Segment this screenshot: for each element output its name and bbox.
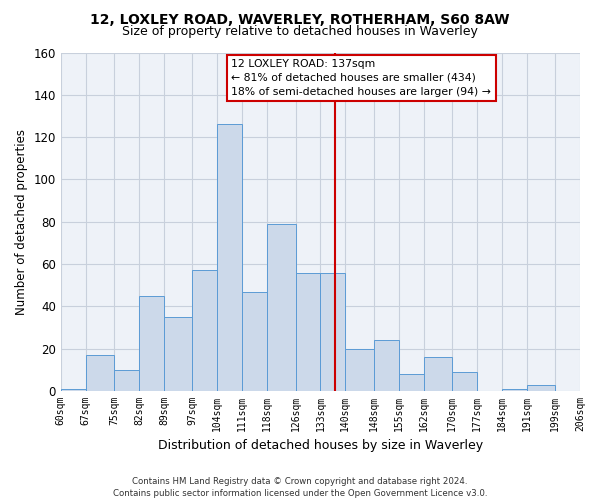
Bar (296, 272, 320, 391)
Bar (527, 384, 555, 391)
Bar (374, 340, 398, 391)
Bar (193, 270, 217, 391)
Bar (61, 389, 86, 391)
Text: Size of property relative to detached houses in Waverley: Size of property relative to detached ho… (122, 25, 478, 38)
Bar (242, 292, 267, 391)
Text: 12 LOXLEY ROAD: 137sqm
← 81% of detached houses are smaller (434)
18% of semi-de: 12 LOXLEY ROAD: 137sqm ← 81% of detached… (232, 59, 491, 97)
Bar (114, 370, 139, 391)
Bar (164, 317, 193, 391)
Bar (86, 355, 114, 391)
Bar (452, 372, 477, 391)
Bar (267, 224, 296, 391)
X-axis label: Distribution of detached houses by size in Waverley: Distribution of detached houses by size … (158, 440, 483, 452)
Bar (139, 296, 164, 391)
Bar (424, 357, 452, 391)
Bar (217, 124, 242, 391)
Bar (345, 348, 374, 391)
Text: Contains HM Land Registry data © Crown copyright and database right 2024.
Contai: Contains HM Land Registry data © Crown c… (113, 476, 487, 498)
Y-axis label: Number of detached properties: Number of detached properties (15, 129, 28, 315)
Text: 12, LOXLEY ROAD, WAVERLEY, ROTHERHAM, S60 8AW: 12, LOXLEY ROAD, WAVERLEY, ROTHERHAM, S6… (90, 12, 510, 26)
Bar (320, 272, 345, 391)
Bar (398, 374, 424, 391)
Bar (502, 389, 527, 391)
